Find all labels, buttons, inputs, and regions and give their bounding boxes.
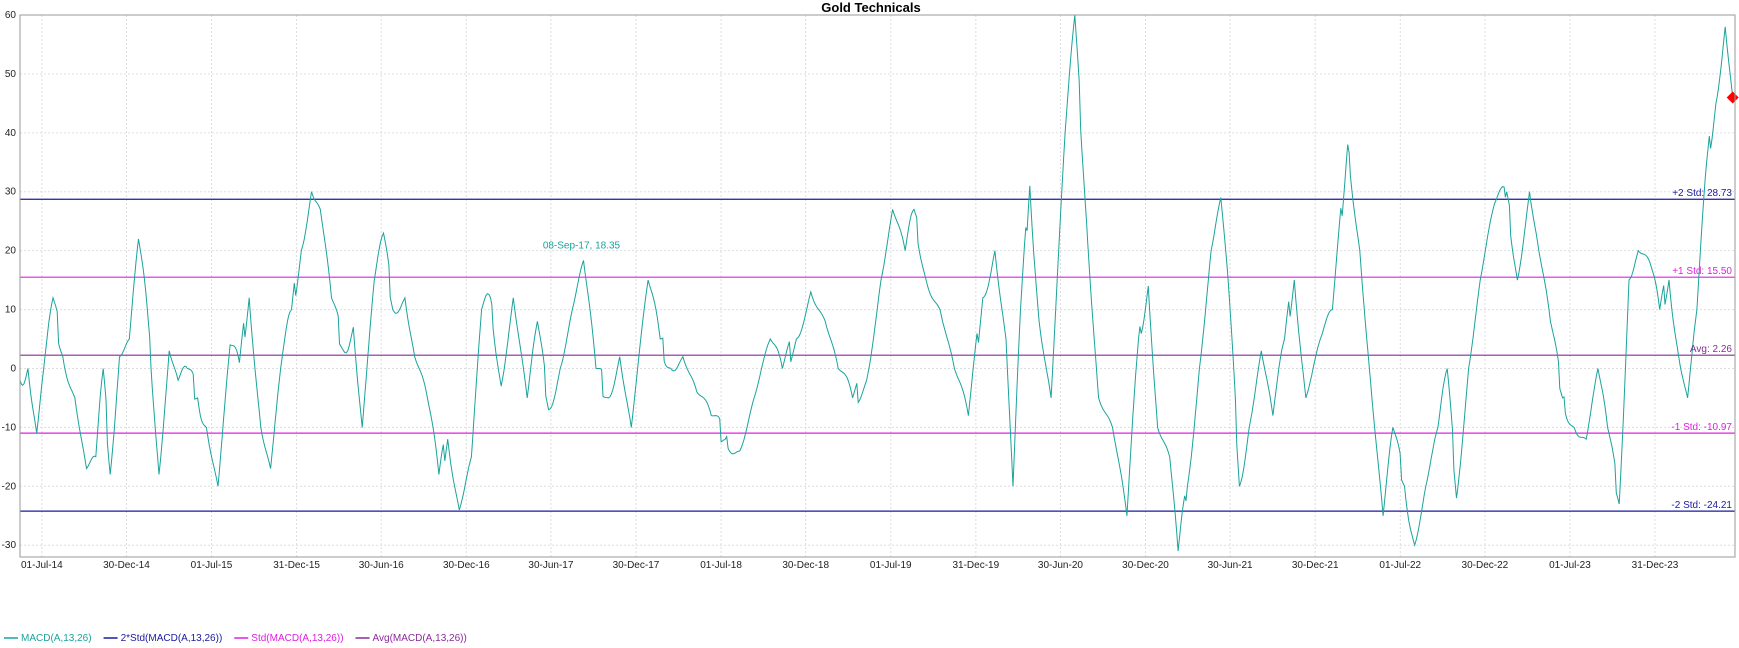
y-tick-label: 40 — [5, 128, 17, 139]
x-tick-label: 31-Dec-19 — [952, 560, 999, 571]
y-axis: 60 50 40 30 20 10 0 -10 -20 -30 — [2, 10, 17, 551]
level-label: -2 Std: -24.21 — [1671, 500, 1732, 511]
legend-label: Std(MACD(A,13,26)) — [251, 633, 343, 644]
x-axis: 01-Jul-14 30-Dec-14 01-Jul-15 31-Dec-15 30-J… — [21, 560, 1679, 571]
y-tick-label: 50 — [5, 69, 17, 80]
legend-label: MACD(A,13,26) — [21, 633, 92, 644]
x-tick-label: 30-Dec-21 — [1292, 560, 1339, 571]
level-label: Avg: 2.26 — [1690, 344, 1733, 355]
macd-series-line — [19, 14, 1734, 552]
y-tick-label: 10 — [5, 305, 17, 316]
y-tick-label: -20 — [2, 481, 17, 492]
x-tick-label: 01-Jul-19 — [870, 560, 912, 571]
x-tick-label: 30-Dec-22 — [1462, 560, 1509, 571]
x-tick-label: 01-Jul-22 — [1379, 560, 1421, 571]
chart-title: Gold Technicals — [821, 0, 920, 15]
plot-frame — [19, 14, 1736, 558]
x-tick-label: 30-Jun-21 — [1208, 560, 1253, 571]
legend-label: 2*Std(MACD(A,13,26)) — [121, 633, 223, 644]
x-tick-label: 30-Jun-20 — [1038, 560, 1083, 571]
x-tick-label: 30-Dec-20 — [1122, 560, 1169, 571]
x-tick-label: 01-Jul-14 — [21, 560, 63, 571]
x-tick-label: 30-Jun-16 — [359, 560, 404, 571]
y-tick-label: 0 — [10, 363, 16, 374]
annotations: 08-Sep-17, 18.35 +2 Std: 28.73 +1 Std: 15.… — [543, 91, 1739, 511]
x-tick-label: 30-Dec-16 — [443, 560, 490, 571]
y-tick-label: -10 — [2, 422, 17, 433]
level-label: +1 Std: 15.50 — [1672, 266, 1732, 277]
y-tick-label: 60 — [5, 10, 17, 21]
legend-label: Avg(MACD(A,13,26)) — [373, 633, 467, 644]
x-tick-label: 01-Jul-23 — [1549, 560, 1591, 571]
x-tick-label: 01-Jul-15 — [191, 560, 233, 571]
level-label: +2 Std: 28.73 — [1672, 188, 1732, 199]
x-tick-label: 31-Dec-15 — [273, 560, 320, 571]
level-label: -1 Std: -10.97 — [1671, 422, 1732, 433]
y-tick-label: -30 — [2, 540, 17, 551]
x-tick-label: 30-Dec-14 — [103, 560, 150, 571]
x-tick-label: 30-Jun-17 — [528, 560, 573, 571]
band-lines — [20, 198, 1735, 512]
x-tick-label: 30-Dec-18 — [782, 560, 829, 571]
y-tick-label: 30 — [5, 187, 17, 198]
x-tick-label: 01-Jul-18 — [700, 560, 742, 571]
y-tick-label: 20 — [5, 246, 17, 257]
peak-annotation: 08-Sep-17, 18.35 — [543, 240, 621, 251]
series-layer — [19, 14, 1734, 552]
legend: MACD(A,13,26) 2*Std(MACD(A,13,26)) Std(MAC… — [4, 633, 467, 644]
x-tick-label: 30-Dec-17 — [613, 560, 660, 571]
last-value-marker — [1726, 91, 1739, 104]
x-tick-label: 31-Dec-23 — [1632, 560, 1679, 571]
